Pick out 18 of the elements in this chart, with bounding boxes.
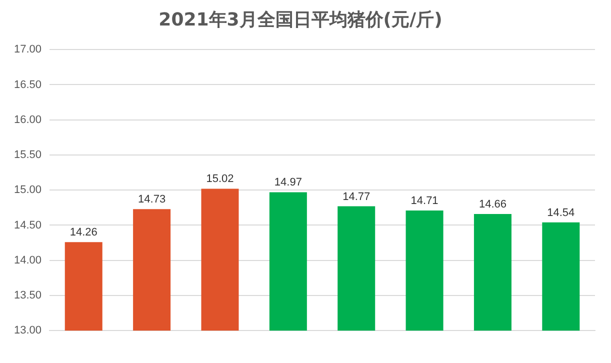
y-tick-label: 13.00	[14, 324, 42, 337]
data-label: 14.77	[342, 190, 370, 203]
data-label: 14.54	[547, 206, 575, 219]
y-tick-label: 14.50	[14, 219, 42, 232]
y-tick-label: 17.00	[14, 44, 42, 56]
y-tick-label: 15.00	[14, 184, 42, 196]
data-label: 14.71	[410, 195, 438, 208]
y-tick-label: 16.00	[14, 114, 42, 126]
y-tick-label: 14.00	[14, 254, 42, 266]
y-tick-label: 13.50	[14, 290, 42, 302]
y-tick-label: 15.50	[14, 149, 42, 162]
data-label: 14.26	[70, 226, 98, 239]
data-label: 15.02	[206, 173, 234, 186]
y-tick-label: 16.50	[14, 78, 42, 91]
chart-title: 2021年3月全国日平均猪价(元/斤)	[158, 9, 442, 30]
data-label: 14.73	[138, 194, 166, 206]
data-label: 14.97	[274, 176, 302, 189]
data-label: 14.66	[478, 198, 506, 211]
